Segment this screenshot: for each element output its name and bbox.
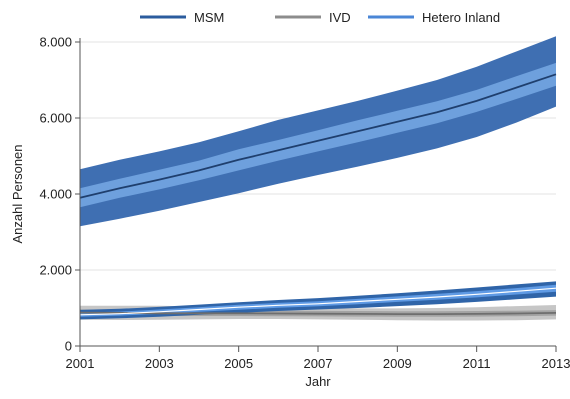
ivd-line — [79, 311, 557, 315]
y-tick-label: 6.000 — [39, 111, 72, 126]
confidence-bands — [80, 36, 556, 321]
y-tick-label: 4.000 — [39, 187, 72, 202]
legend-item-hetero-inland: Hetero Inland — [368, 10, 500, 25]
legend-item-msm: MSM — [140, 10, 224, 25]
legend-label-msm: MSM — [194, 10, 224, 25]
legend-label-ivd: IVD — [329, 10, 351, 25]
series-lines — [79, 73, 557, 316]
legend-item-ivd: IVD — [275, 10, 351, 25]
msm-line — [79, 73, 557, 199]
x-tick-label: 2007 — [304, 356, 333, 371]
y-axis-title: Anzahl Personen — [10, 144, 25, 243]
x-tick-label: 2011 — [463, 356, 491, 371]
hetero-inland-line — [79, 287, 557, 316]
hetero-inland-inner-band — [80, 284, 556, 317]
x-tick-label: 2001 — [66, 356, 95, 371]
x-tick-label: 2013 — [542, 356, 570, 371]
y-tick-label: 8.000 — [39, 35, 72, 50]
axes: 0 2.000 4.000 6.000 8.000 2001 2003 2005 2007 200… — [39, 35, 570, 372]
legend: MSM IVD Hetero Inland — [140, 10, 500, 25]
x-tick-label: 2003 — [145, 356, 174, 371]
x-axis-title: Jahr — [305, 374, 331, 389]
legend-label-hetero-inland: Hetero Inland — [422, 10, 500, 25]
x-tick-label: 2009 — [383, 356, 412, 371]
x-tick-label: 2005 — [224, 356, 253, 371]
y-tick-label: 0 — [65, 339, 72, 354]
y-tick-label: 2.000 — [39, 263, 72, 278]
